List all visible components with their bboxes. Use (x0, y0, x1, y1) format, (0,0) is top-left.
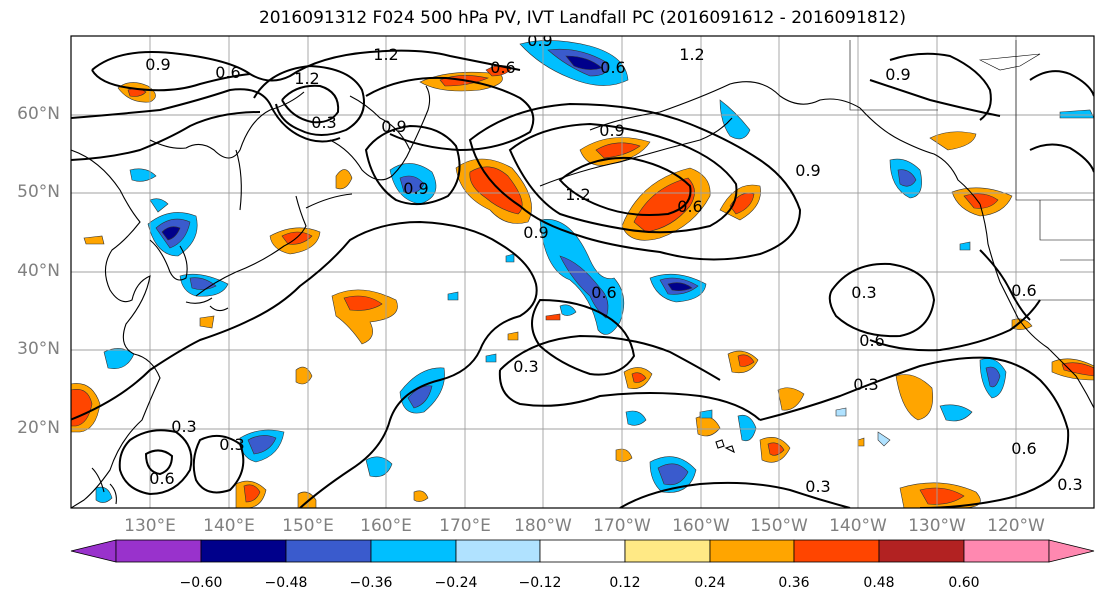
lon-label: 150°E (282, 516, 334, 536)
lat-label: 60°N (17, 104, 60, 124)
colorbar-tick-label: 0.60 (948, 575, 980, 591)
colorbar-tick-label: −0.24 (434, 575, 478, 591)
political-borders (849, 40, 1094, 301)
contour-label: 0.6 (1011, 439, 1036, 458)
contour-label: 1.2 (373, 45, 398, 64)
contour-label: 0.6 (1011, 281, 1036, 300)
colorbar-bin (370, 539, 457, 563)
colorbar-bin (793, 539, 880, 563)
lon-label: 160°W (672, 516, 730, 536)
colorbar-tick-label: 0.48 (863, 575, 895, 591)
contour-label: 0.9 (403, 179, 428, 198)
contour-label: 0.9 (795, 161, 820, 180)
map-frame (70, 35, 1095, 509)
contour-label: 0.6 (591, 283, 616, 302)
colorbar-extend-low (70, 539, 117, 563)
pv-contours (71, 49, 1094, 508)
contour-label: 1.2 (565, 185, 590, 204)
contour-label: 0.9 (145, 55, 170, 74)
lon-label: 130°W (908, 516, 966, 536)
colorbar-bin (878, 539, 965, 563)
colorbar-tick-label: −0.12 (518, 575, 562, 591)
contour-labels: 0.9 0.6 1.2 0.9 1.2 0.6 0.9 0.6 0.3 0.6 … (145, 31, 1082, 496)
contour-label: 0.3 (513, 357, 538, 376)
contour-label: 0.6 (215, 63, 240, 82)
contour-label: 1.2 (294, 69, 319, 88)
lat-label: 50°N (17, 182, 60, 202)
lon-label: 180°W (514, 516, 572, 536)
contour-label: 0.6 (859, 331, 884, 350)
lon-label: 140°W (829, 516, 887, 536)
lon-label: 170°W (593, 516, 651, 536)
colorbar (70, 539, 1095, 563)
contour-label: 0.9 (381, 117, 406, 136)
contour-label: 0.3 (805, 477, 830, 496)
lon-label: 130°E (124, 516, 176, 536)
contour-label: 0.9 (527, 31, 552, 50)
colorbar-bin (285, 539, 372, 563)
lon-label: 150°W (750, 516, 808, 536)
contour-label: 0.3 (853, 375, 878, 394)
lat-label: 20°N (17, 418, 60, 438)
map-title: 2016091312 F024 500 hPa PV, IVT Landfall… (258, 8, 906, 28)
colorbar-bin (709, 539, 795, 563)
contour-label: 0.6 (677, 197, 702, 216)
lon-label: 120°W (987, 516, 1045, 536)
lon-label: 170°E (439, 516, 491, 536)
colorbar-tick-label: −0.60 (179, 575, 223, 591)
colorbar-extend-high (1048, 539, 1095, 563)
colorbar-tick-label: 0.36 (778, 575, 810, 591)
colorbar-bin (963, 539, 1050, 563)
colorbar-bin (200, 539, 287, 563)
colorbar-tick-label: 0.12 (609, 575, 641, 591)
contour-label: 0.3 (851, 283, 876, 302)
contour-label: 0.3 (171, 417, 196, 436)
contour-label: 0.9 (523, 223, 548, 242)
colorbar-bin (455, 539, 541, 563)
contour-label: 0.6 (149, 469, 174, 488)
colorbar-tick-label: −0.36 (349, 575, 393, 591)
colorbar-tick-label: 0.24 (694, 575, 726, 591)
contour-label: 0.9 (885, 65, 910, 84)
contour-label: 0.6 (600, 58, 625, 77)
contour-label: 0.3 (311, 113, 336, 132)
colorbar-bin (539, 539, 626, 563)
colorbar-bin (624, 539, 711, 563)
colorbar-tick-label: −0.48 (264, 575, 308, 591)
lon-label: 140°E (203, 516, 255, 536)
contour-label: 0.3 (219, 435, 244, 454)
contour-label: 0.6 (490, 58, 515, 77)
contour-label: 0.9 (599, 121, 624, 140)
contour-label: 1.2 (679, 45, 704, 64)
lat-label: 40°N (17, 261, 60, 281)
lat-label: 30°N (17, 339, 60, 359)
shaded-anomalies (71, 40, 1094, 508)
colorbar-bin (115, 539, 202, 563)
contour-label: 0.3 (1057, 475, 1082, 494)
lon-label: 160°E (360, 516, 412, 536)
